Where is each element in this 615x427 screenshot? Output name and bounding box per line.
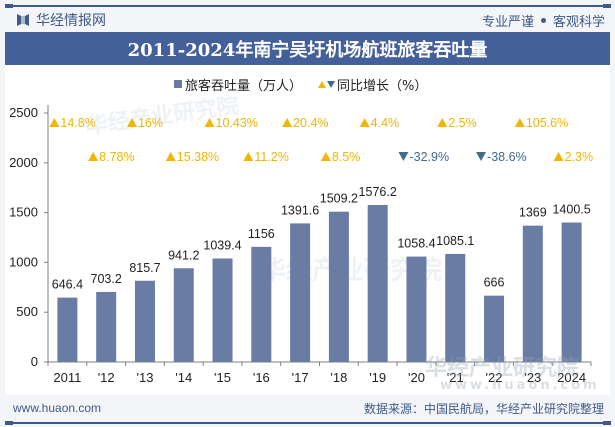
legend-down-triangle-icon	[327, 80, 336, 88]
growth-up-triangle-icon	[282, 118, 293, 127]
bar-value-label: 1509.2	[320, 192, 358, 206]
legend-bar-swatch	[174, 80, 182, 88]
growth-up-triangle-icon	[553, 152, 564, 161]
chart-legend: 旅客吞吐量（万人） 同比增长（%）	[174, 74, 427, 94]
bar	[328, 211, 349, 362]
growth-label: -32.9%	[409, 150, 449, 164]
bar-value-label: 1058.4	[397, 237, 435, 251]
growth-label: 4.4%	[371, 116, 400, 130]
growth-down-triangle-icon	[476, 152, 487, 161]
bar-value-label: 1156	[248, 227, 275, 241]
growth-up-triangle-icon	[204, 118, 215, 127]
y-tick-label: 0	[31, 354, 38, 369]
growth-label: -38.6%	[487, 150, 527, 164]
legend-bar-label: 旅客吞吐量（万人）	[185, 78, 303, 94]
legend-growth-label: 同比增长（%）	[337, 78, 428, 94]
x-tick-label: '21	[447, 370, 464, 385]
bar-value-label: 703.2	[91, 272, 122, 286]
bar	[251, 246, 272, 362]
x-tick-label: 2011	[53, 370, 81, 385]
y-tick-label: 1500	[9, 205, 38, 220]
x-tick-label: '22	[486, 370, 503, 385]
growth-label: 15.38%	[177, 150, 219, 164]
bar-value-label: 1369	[519, 206, 547, 220]
bar-value-label: 1391.6	[281, 203, 319, 217]
bar	[484, 295, 505, 362]
bar	[290, 223, 311, 362]
x-tick-label: '23	[524, 370, 541, 385]
growth-up-triangle-icon	[49, 118, 60, 127]
growth-up-triangle-icon	[320, 152, 331, 161]
bar	[173, 268, 194, 362]
growth-label: 11.2%	[254, 150, 289, 164]
growth-up-triangle-icon	[88, 152, 99, 161]
footer-url[interactable]: www.huaon.com	[13, 401, 102, 415]
growth-up-triangle-icon	[514, 118, 525, 127]
growth-up-triangle-icon	[359, 118, 370, 127]
footer	[5, 395, 610, 423]
bar	[134, 280, 155, 362]
brand-logo-icon	[17, 14, 29, 26]
brand-name: 华经情报网	[36, 13, 106, 29]
x-tick-label: '18	[330, 370, 347, 385]
growth-label: 2.3%	[565, 150, 594, 164]
bar	[445, 253, 466, 362]
growth-label: 105.6%	[526, 116, 568, 130]
brand: 华经情报网	[16, 10, 106, 30]
x-tick-label: '20	[408, 370, 425, 385]
footer-source: 数据来源：中国民航局，华经产业研究院整理	[363, 402, 604, 416]
growth-label: 20.4%	[293, 116, 328, 130]
y-tick-label: 500	[16, 304, 38, 319]
bar	[561, 222, 582, 362]
bar-value-label: 1400.5	[552, 203, 590, 217]
legend-up-triangle-icon	[318, 80, 327, 88]
slogan-right: 客观科学	[552, 14, 605, 30]
x-tick-label: '13	[136, 370, 153, 385]
growth-label: 8.78%	[99, 150, 134, 164]
y-tick-label: 2000	[9, 155, 38, 170]
top-divider	[5, 4, 611, 8]
slogan: 专业严谨 客观科学	[482, 10, 605, 30]
x-tick-label: '17	[292, 370, 309, 385]
growth-down-triangle-icon	[398, 152, 409, 161]
slogan-dot	[540, 17, 546, 23]
growth-label: 14.8%	[60, 116, 95, 130]
bar-value-label: 1576.2	[359, 185, 397, 199]
bar-value-label: 666	[484, 276, 505, 290]
bar-value-label: 1039.4	[203, 238, 241, 252]
x-tick-label: 2024	[557, 370, 586, 385]
x-tick-label: '19	[369, 370, 386, 385]
growth-label: 16%	[138, 116, 163, 130]
bar-value-label: 815.7	[129, 261, 160, 275]
growth-up-triangle-icon	[126, 118, 137, 127]
x-tick-label: '12	[98, 370, 115, 385]
growth-label: 8.5%	[332, 150, 361, 164]
growth-label: 10.43%	[216, 116, 258, 130]
chart-title: 2011-2024年南宁吴圩机场航班旅客吞吐量	[127, 39, 488, 61]
x-tick-label: '15	[214, 370, 231, 385]
bar	[57, 297, 78, 362]
y-tick-label: 2500	[9, 105, 38, 120]
y-tick-label: 1000	[9, 254, 38, 269]
bar-value-label: 1085.1	[436, 234, 474, 248]
bar	[96, 291, 117, 362]
bottom-divider	[5, 421, 611, 425]
x-tick-label: '16	[253, 370, 270, 385]
bar	[367, 205, 388, 362]
growth-up-triangle-icon	[437, 118, 448, 127]
bar	[522, 225, 543, 362]
x-tick-label: '14	[175, 370, 192, 385]
slogan-left: 专业严谨	[481, 14, 534, 30]
bar-value-label: 941.2	[168, 248, 199, 262]
growth-up-triangle-icon	[243, 152, 254, 161]
growth-label: 2.5%	[448, 116, 477, 130]
bar	[212, 258, 233, 362]
bar-value-label: 646.4	[52, 278, 83, 292]
growth-up-triangle-icon	[165, 152, 176, 161]
title-bar: 2011-2024年南宁吴圩机场航班旅客吞吐量	[5, 32, 610, 65]
bar	[406, 256, 427, 362]
